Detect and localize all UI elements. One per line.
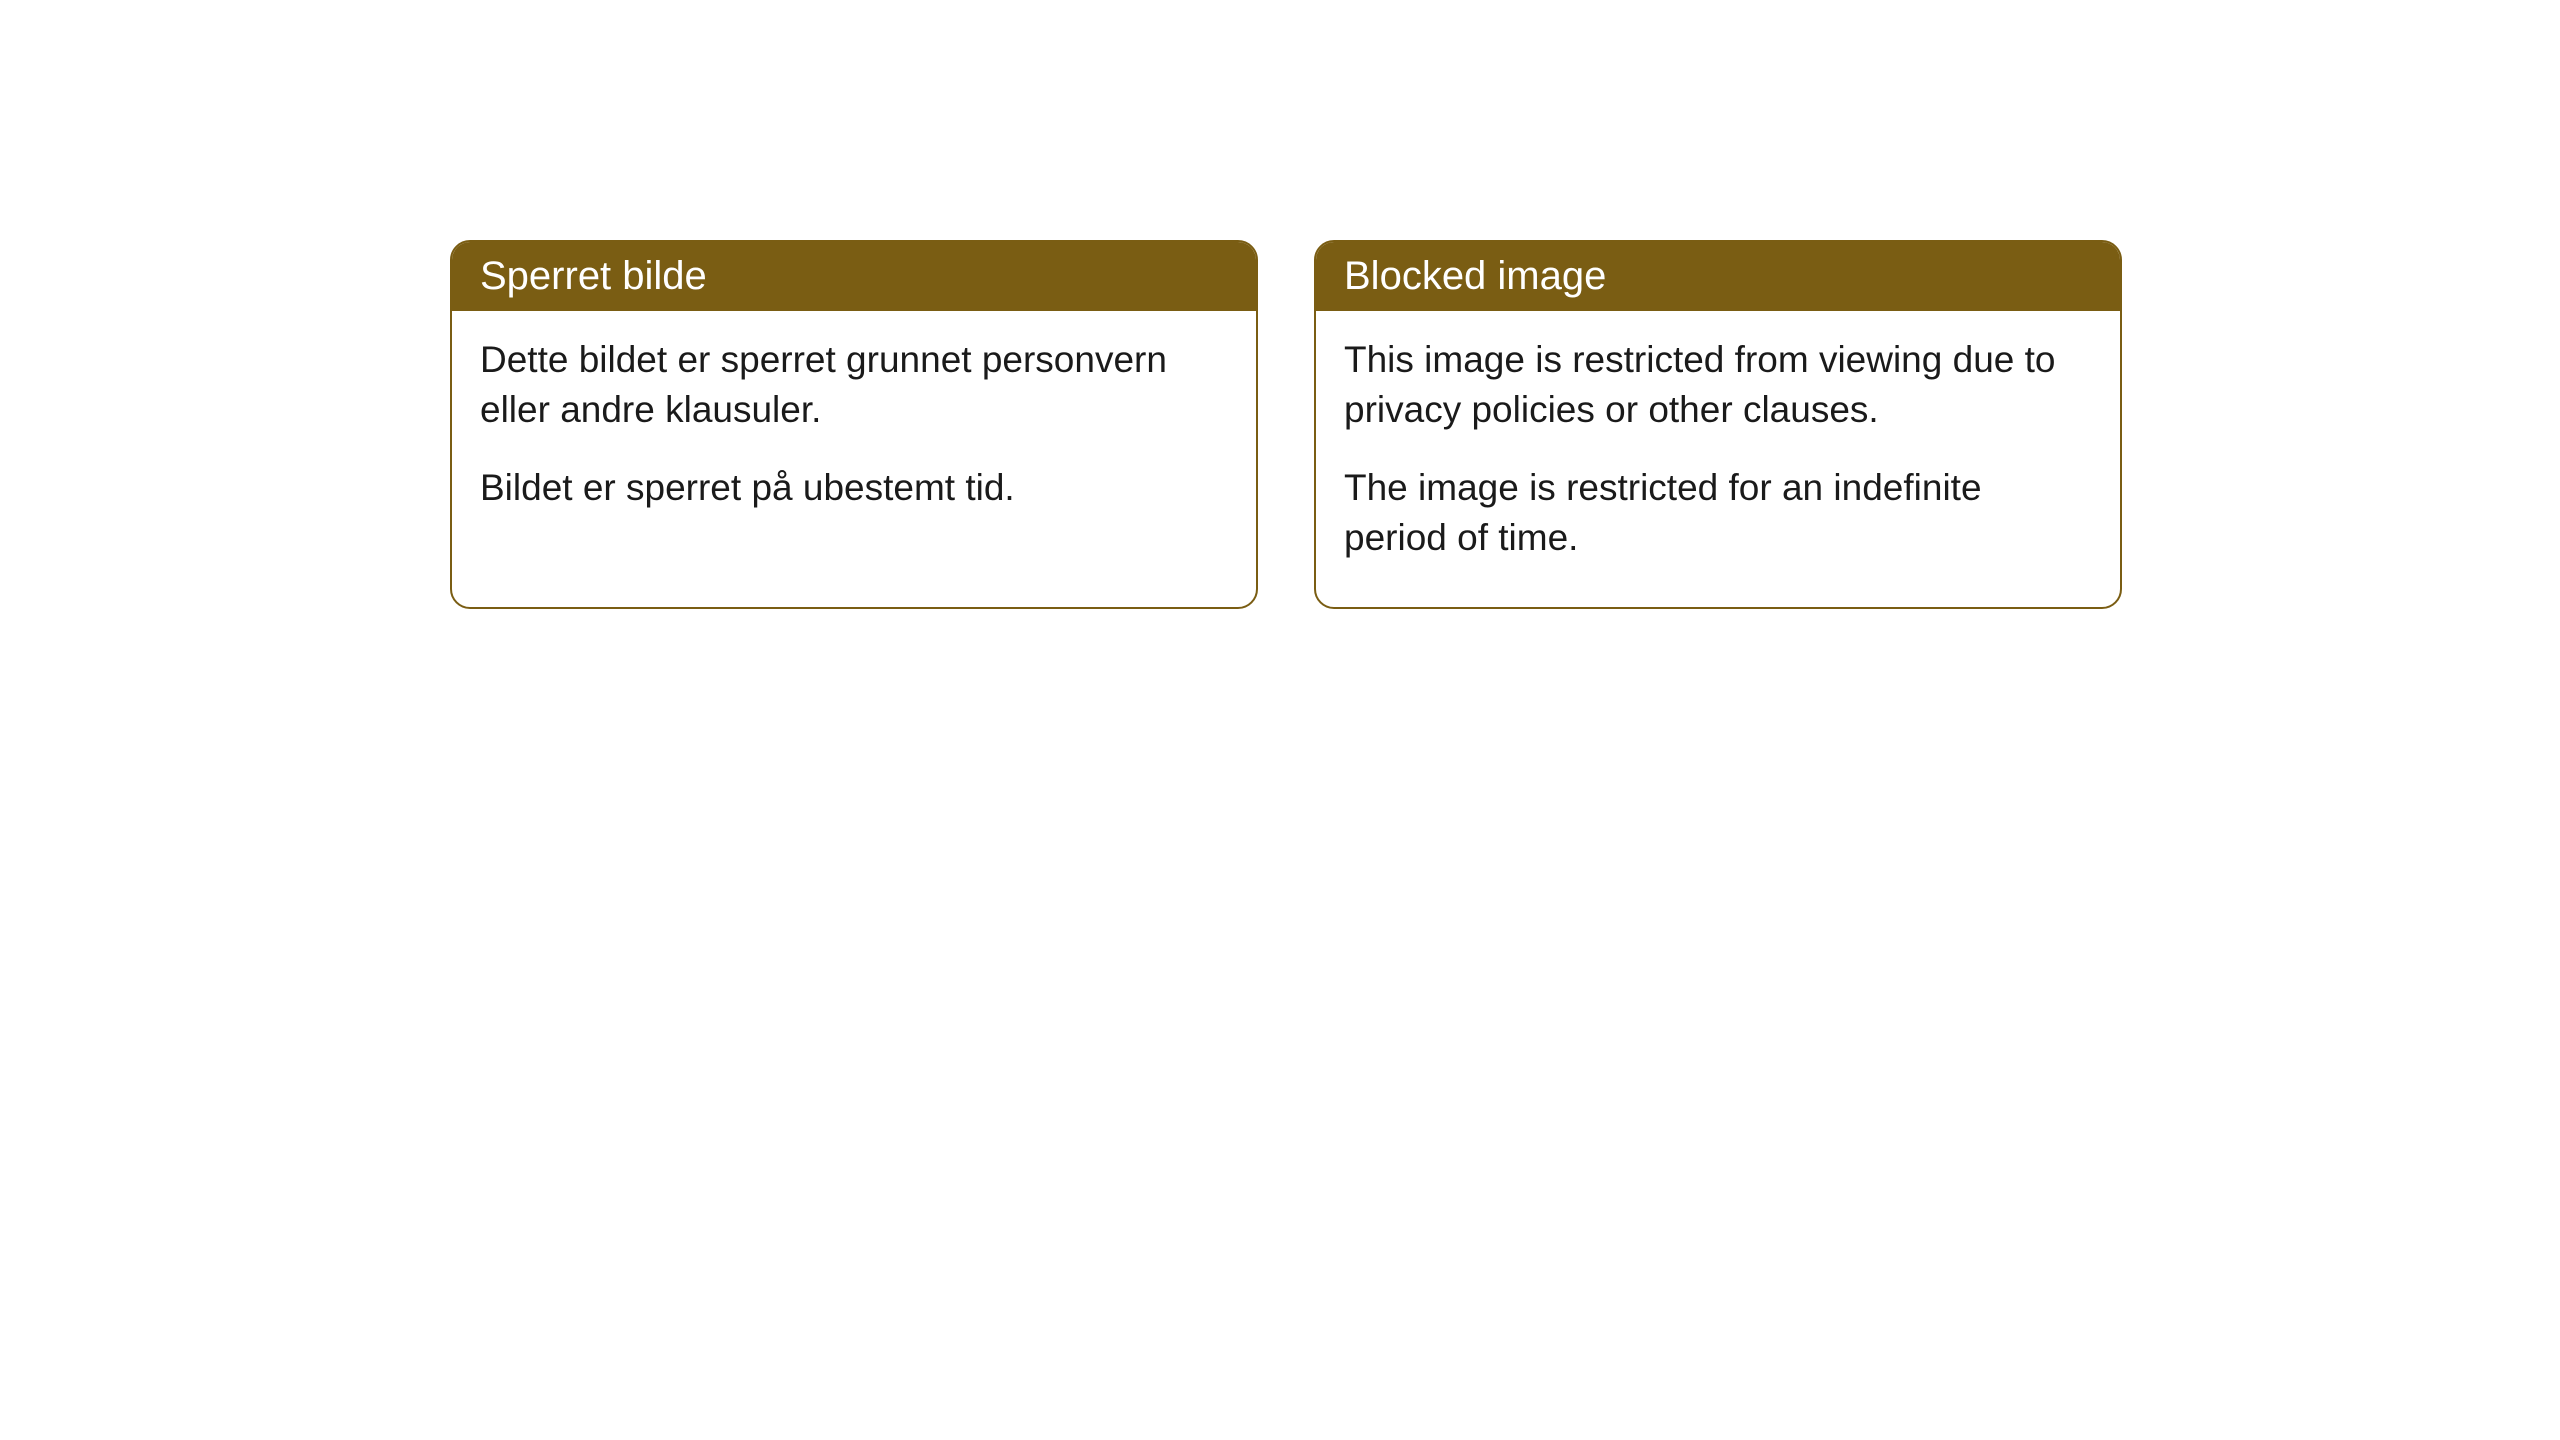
card-paragraph: The image is restricted for an indefinit… bbox=[1344, 463, 2092, 563]
cards-container: Sperret bilde Dette bildet er sperret gr… bbox=[450, 240, 2122, 609]
card-header: Sperret bilde bbox=[452, 242, 1256, 311]
card-header: Blocked image bbox=[1316, 242, 2120, 311]
card-body: This image is restricted from viewing du… bbox=[1316, 311, 2120, 607]
card-paragraph: This image is restricted from viewing du… bbox=[1344, 335, 2092, 435]
card-paragraph: Bildet er sperret på ubestemt tid. bbox=[480, 463, 1228, 513]
card-paragraph: Dette bildet er sperret grunnet personve… bbox=[480, 335, 1228, 435]
card-body: Dette bildet er sperret grunnet personve… bbox=[452, 311, 1256, 557]
blocked-image-card-no: Sperret bilde Dette bildet er sperret gr… bbox=[450, 240, 1258, 609]
blocked-image-card-en: Blocked image This image is restricted f… bbox=[1314, 240, 2122, 609]
